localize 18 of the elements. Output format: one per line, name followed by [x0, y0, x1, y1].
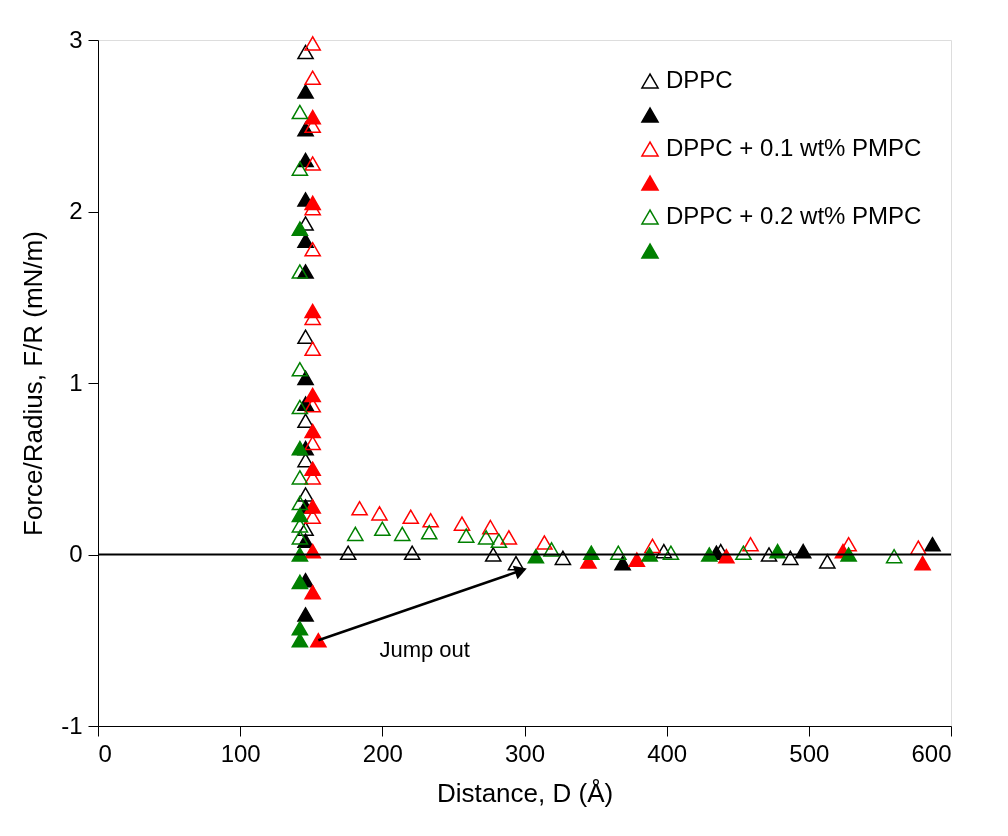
legend-label: DPPC + 0.1 wt% PMPC	[666, 134, 922, 161]
annotation: Jump out	[379, 637, 470, 663]
x-tick-label: 200	[362, 739, 403, 767]
x-tick-label: 100	[220, 739, 261, 767]
y-axis-title: Force/Radius, F/R (mN/m)	[18, 231, 49, 536]
x-tick-label: 0	[98, 739, 112, 767]
y-tick-label: 3	[69, 25, 83, 53]
x-axis-title: Distance, D (Å)	[436, 777, 614, 808]
y-tick-label: -1	[61, 711, 83, 739]
y-tick-label: 0	[69, 540, 83, 567]
legend-label: DPPC + 0.2 wt% PMPC	[666, 202, 922, 229]
x-tick-label: 400	[647, 739, 688, 767]
legend-label: DPPC	[666, 66, 733, 93]
y-tick-label: 2	[69, 197, 83, 224]
x-tick-label: 300	[504, 739, 546, 767]
y-tick-label: 1	[69, 368, 83, 396]
x-tick-label: 600	[911, 739, 952, 767]
x-tick-label: 500	[789, 739, 830, 767]
